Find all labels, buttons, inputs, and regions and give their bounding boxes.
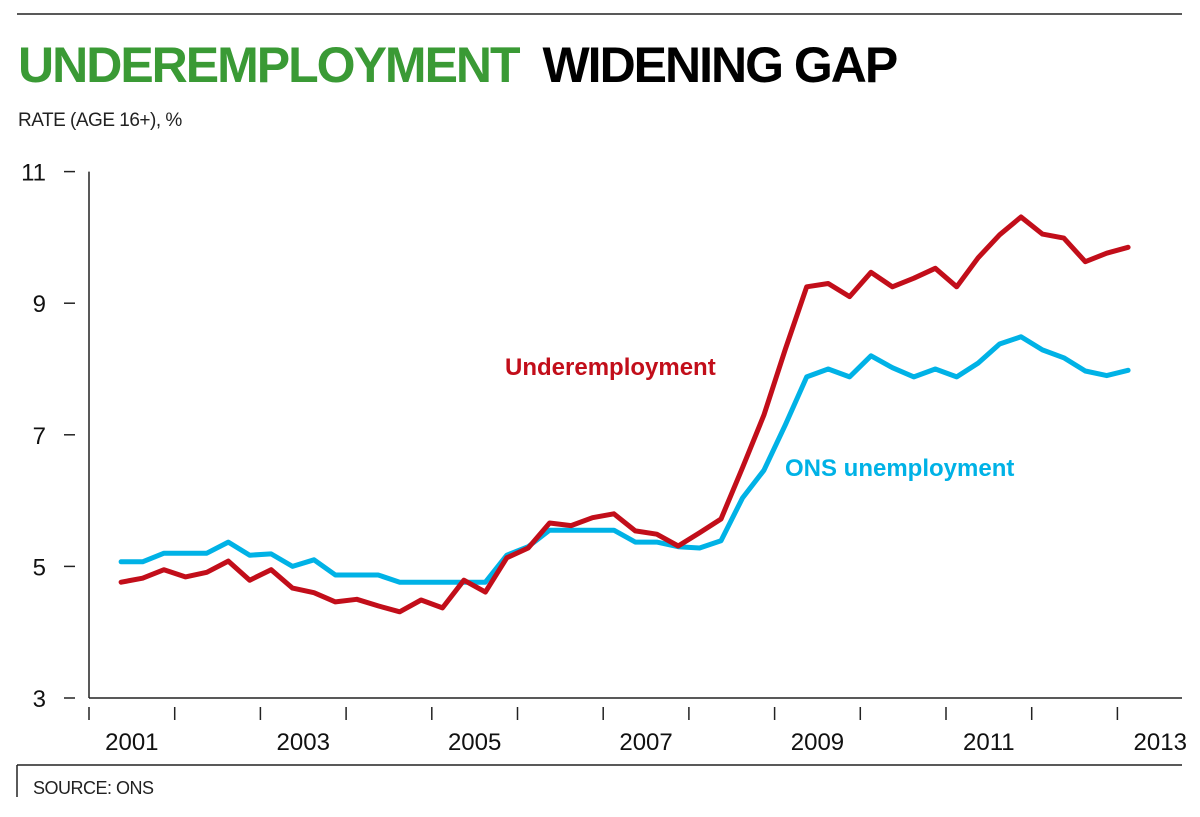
legend-label-underemployment: Underemployment xyxy=(505,354,716,381)
x-tick-label: 2011 xyxy=(963,729,1015,756)
axes: 3 5 7 9 11 2001 2003 2005 2007 2009 2011 2013 xyxy=(21,160,1187,756)
chart-title: UNDEREMPLOYMENT WIDENING GAP xyxy=(18,37,897,93)
x-tick-label: 2009 xyxy=(791,729,844,756)
y-tick-label: 3 xyxy=(33,686,46,713)
source-note: SOURCE: ONS xyxy=(33,778,154,798)
x-tick-label: 2001 xyxy=(105,729,158,756)
x-tick-label: 2005 xyxy=(448,729,501,756)
ons-unemployment-line xyxy=(118,334,1131,585)
y-tick-label: 9 xyxy=(33,291,46,318)
title-part-2: WIDENING GAP xyxy=(542,37,896,93)
x-tick-label: 2003 xyxy=(277,729,330,756)
x-tick-label: 2007 xyxy=(619,729,672,756)
y-tick-label: 5 xyxy=(33,554,46,581)
y-tick-label: 7 xyxy=(33,423,46,450)
legend-label-ons-unemployment: ONS unemployment xyxy=(785,455,1014,482)
x-tick-label: 2013 xyxy=(1134,729,1187,756)
y-axis-label: RATE (AGE 16+), % xyxy=(18,110,182,131)
underemployment-line xyxy=(118,214,1131,615)
y-tick-label: 11 xyxy=(21,160,46,187)
series-lines xyxy=(118,214,1131,615)
title-part-1: UNDEREMPLOYMENT xyxy=(18,37,520,93)
